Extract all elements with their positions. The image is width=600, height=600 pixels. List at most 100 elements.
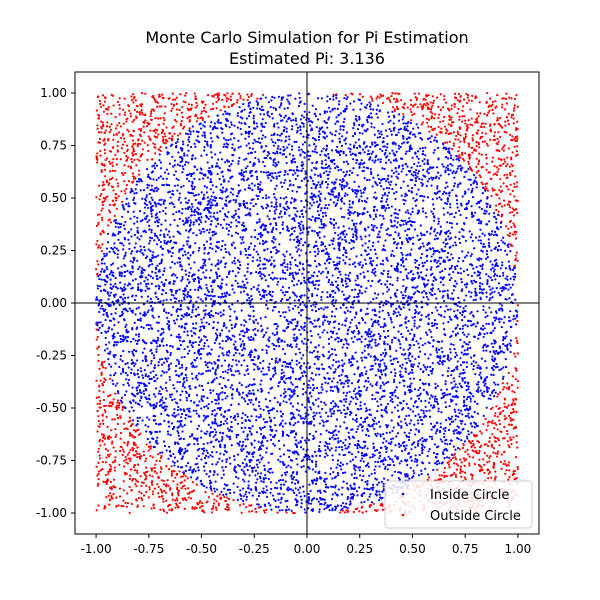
inside-point	[366, 479, 369, 483]
inside-point	[123, 286, 126, 289]
outside-point	[513, 224, 516, 227]
outside-point	[122, 480, 125, 483]
inside-point	[205, 186, 209, 189]
inside-point	[202, 193, 206, 196]
inside-point	[449, 203, 452, 206]
inside-point	[190, 330, 193, 333]
inside-point	[250, 242, 253, 245]
inside-point	[341, 238, 344, 241]
inside-point	[315, 463, 318, 466]
inside-point	[252, 359, 255, 362]
inside-point	[512, 275, 515, 278]
inside-point	[261, 125, 264, 128]
inside-point	[173, 262, 176, 265]
outside-point	[121, 406, 124, 409]
inside-point	[392, 192, 396, 195]
inside-point	[289, 361, 292, 365]
outside-point	[129, 112, 132, 115]
inside-point	[127, 366, 130, 369]
inside-point	[229, 386, 232, 389]
inside-point	[216, 461, 219, 464]
inside-point	[352, 212, 355, 215]
inside-point	[220, 183, 223, 186]
outside-point	[458, 146, 461, 149]
inside-point	[456, 436, 459, 440]
inside-point	[151, 277, 155, 280]
outside-point	[101, 419, 104, 422]
inside-point	[235, 436, 238, 439]
inside-point	[416, 405, 419, 408]
outside-point	[123, 137, 126, 140]
inside-point	[271, 342, 274, 345]
outside-point	[157, 476, 160, 479]
inside-point	[98, 299, 101, 302]
inside-point	[126, 374, 129, 377]
inside-point	[274, 171, 277, 175]
inside-point	[134, 202, 137, 205]
inside-point	[463, 440, 466, 443]
inside-point	[284, 265, 287, 268]
inside-point	[163, 239, 166, 242]
inside-point	[157, 287, 161, 290]
inside-point	[355, 414, 358, 417]
inside-point	[327, 342, 331, 345]
inside-point	[328, 261, 331, 265]
inside-point	[262, 481, 265, 484]
inside-point	[307, 496, 311, 499]
inside-point	[176, 189, 179, 192]
inside-point	[154, 387, 158, 390]
inside-point	[124, 336, 127, 340]
inside-point	[376, 461, 380, 464]
outside-point	[98, 457, 102, 460]
inside-point	[139, 367, 142, 370]
inside-point	[330, 315, 333, 318]
inside-point	[366, 178, 369, 182]
inside-point	[451, 395, 455, 398]
inside-point	[121, 298, 125, 301]
inside-point	[372, 259, 375, 262]
inside-point	[431, 367, 434, 371]
inside-point	[147, 173, 150, 176]
inside-point	[177, 434, 180, 437]
inside-point	[299, 333, 302, 336]
inside-point	[400, 291, 403, 294]
inside-point	[332, 218, 335, 221]
inside-point	[329, 198, 332, 201]
inside-point	[435, 297, 438, 300]
outside-point	[467, 119, 470, 122]
inside-point	[322, 346, 325, 349]
inside-point	[186, 243, 189, 246]
inside-point	[492, 329, 495, 332]
inside-point	[192, 221, 195, 224]
inside-point	[240, 323, 243, 326]
inside-point	[257, 232, 260, 236]
inside-point	[475, 265, 478, 269]
outside-point	[467, 99, 471, 102]
inside-point	[329, 467, 333, 470]
inside-point	[406, 463, 409, 467]
inside-point	[414, 446, 417, 449]
inside-point	[165, 360, 169, 363]
inside-point	[157, 238, 161, 242]
inside-point	[313, 414, 316, 417]
inside-point	[283, 126, 286, 129]
inside-point	[399, 375, 402, 378]
inside-point	[126, 284, 129, 287]
inside-point	[184, 368, 187, 371]
outside-point	[512, 107, 516, 110]
inside-point	[414, 309, 417, 312]
inside-point	[435, 445, 439, 449]
inside-point	[206, 176, 209, 179]
chart-title: Monte Carlo Simulation for Pi Estimation	[145, 28, 468, 47]
inside-point	[490, 233, 493, 236]
outside-point	[473, 446, 476, 449]
inside-point	[267, 345, 270, 348]
inside-point	[238, 381, 241, 385]
inside-point	[413, 472, 416, 475]
inside-point	[376, 400, 379, 403]
inside-point	[412, 236, 415, 239]
inside-point	[450, 236, 453, 240]
inside-point	[416, 150, 420, 153]
inside-point	[375, 264, 378, 267]
inside-point	[294, 97, 297, 100]
